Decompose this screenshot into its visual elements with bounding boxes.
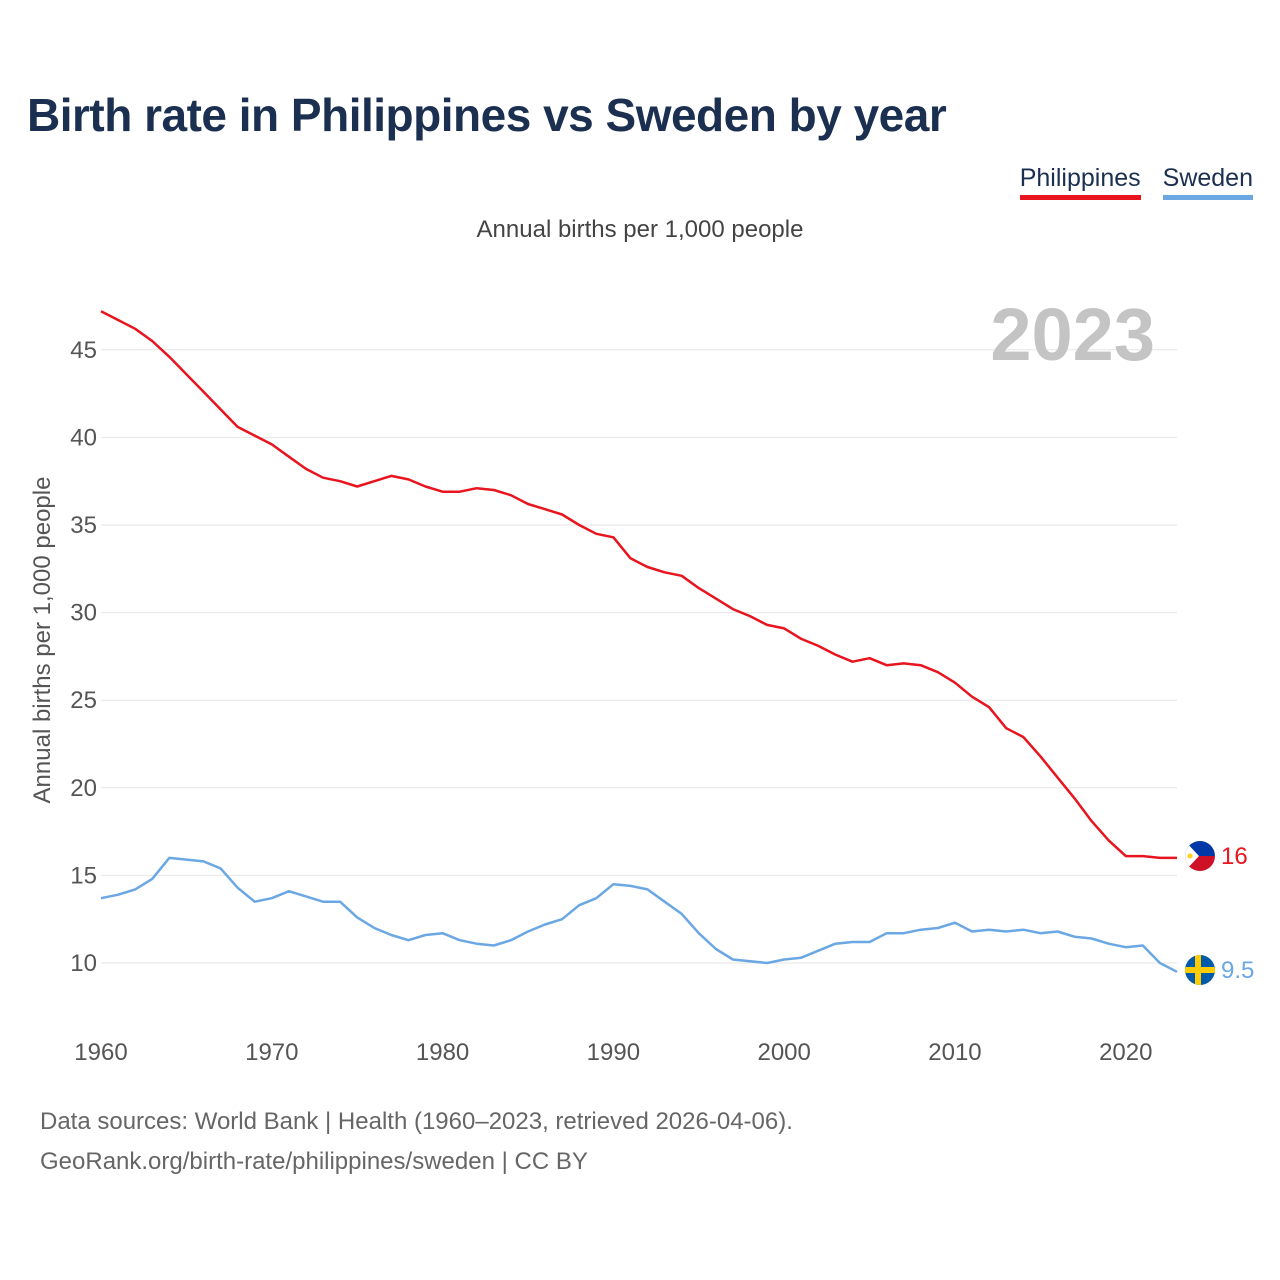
series-line-philippines[interactable] (100, 310, 1177, 860)
x-tick-label: 1970 (245, 1039, 298, 1066)
y-tick-label: 10 (70, 950, 97, 977)
philippines-end-label: 16 (1221, 843, 1248, 870)
y-tick-label: 25 (70, 687, 97, 714)
y-axis-label: Annual births per 1,000 people (29, 477, 56, 804)
x-tick-label: 1990 (587, 1039, 640, 1066)
y-tick-label: 15 (70, 862, 97, 889)
x-tick-label: 1960 (74, 1039, 127, 1066)
legend-item-sweden[interactable]: Sweden (1162, 164, 1253, 200)
philippines-flag-icon (1185, 841, 1215, 871)
legend-item-philippines[interactable]: Philippines (1019, 164, 1141, 200)
x-tick-label: 2000 (757, 1039, 810, 1066)
sweden-flag-icon (1185, 955, 1215, 985)
y-tick-label: 40 (70, 424, 97, 451)
data-source-note: Data sources: World Bank | Health (1960–… (40, 1108, 793, 1135)
year-watermark: 2023 (990, 293, 1155, 376)
chart-title: Birth rate in Philippines vs Sweden by y… (27, 89, 947, 141)
x-tick-label: 2010 (928, 1039, 981, 1066)
chart-subtitle: Annual births per 1,000 people (476, 216, 804, 243)
sweden-end-label: 9.5 (1221, 957, 1254, 984)
y-tick-label: 20 (70, 775, 97, 802)
source-link[interactable]: GeoRank.org/birth-rate/philippines/swede… (40, 1148, 588, 1175)
x-tick-label: 2020 (1099, 1039, 1152, 1066)
y-tick-label: 30 (70, 600, 97, 627)
series-line-sweden[interactable] (100, 856, 1178, 973)
y-tick-label: 45 (70, 337, 97, 364)
x-tick-label: 1980 (416, 1039, 469, 1066)
y-tick-label: 35 (70, 512, 97, 539)
legend: Philippines Sweden (1019, 164, 1253, 200)
